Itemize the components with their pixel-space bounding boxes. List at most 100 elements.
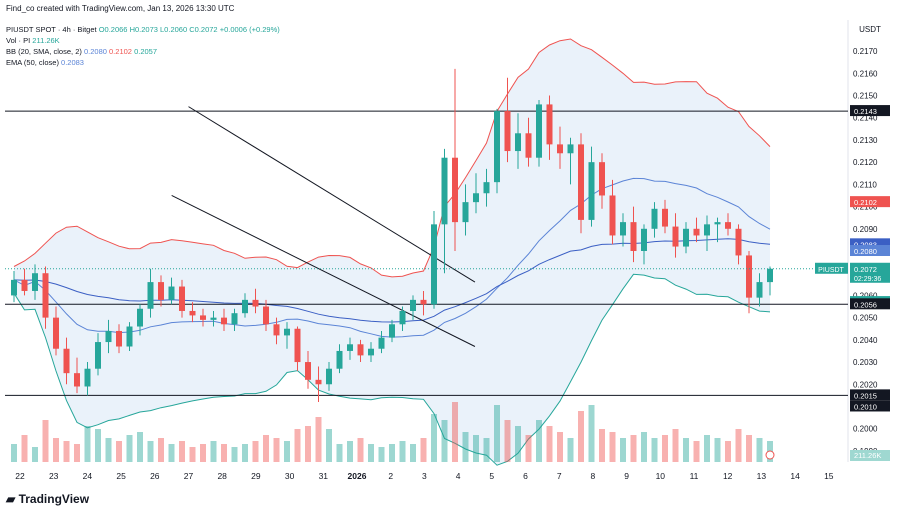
volume-bar xyxy=(536,420,542,462)
volume-bar xyxy=(389,444,395,462)
candle-body xyxy=(305,362,311,380)
candle-body xyxy=(158,282,164,300)
candle-body xyxy=(536,104,542,158)
volume-bar xyxy=(21,435,28,462)
candle-body xyxy=(210,317,217,320)
candle-body xyxy=(714,222,721,225)
symbol-label[interactable]: PIUSDT SPOT · 4h · Bitget xyxy=(6,25,97,34)
tradingview-logo[interactable]: ▰ TradingView xyxy=(6,492,89,506)
volume-bar xyxy=(105,438,112,462)
price-tick-label: 0.2070 xyxy=(853,269,878,278)
price-badge xyxy=(850,400,890,412)
candle-body xyxy=(284,328,290,336)
volume-bar xyxy=(221,444,227,462)
candle-body xyxy=(735,228,742,256)
bb-label[interactable]: BB (20, SMA, close, 2) xyxy=(6,47,82,56)
channel-lower-line xyxy=(171,195,476,347)
bb-fill xyxy=(14,39,770,466)
volume-bar xyxy=(714,438,721,462)
volume-bar xyxy=(462,432,469,462)
bb-basis-line xyxy=(13,177,771,338)
candle-body xyxy=(515,133,521,152)
volume-bar xyxy=(326,429,332,462)
bb-row: BB (20, SMA, close, 2) 0.2080 0.2102 0.2… xyxy=(6,46,280,57)
price-tick-label: 0.2030 xyxy=(853,358,878,367)
price-badge xyxy=(850,262,890,283)
time-axis-label: 28 xyxy=(217,471,227,481)
volume-bar xyxy=(557,432,563,462)
volume-badge xyxy=(850,450,890,461)
volume-bar xyxy=(504,420,511,462)
tradingview-logo-icon: ▰ xyxy=(6,492,16,506)
time-axis-label: 22 xyxy=(15,471,25,481)
volume-bar xyxy=(357,438,364,462)
volume-bar xyxy=(84,426,91,462)
price-badge-label: 0.2080 xyxy=(854,247,877,256)
candle-body xyxy=(641,228,647,251)
ema-label[interactable]: EMA (50, close) xyxy=(6,58,59,67)
candle-body xyxy=(452,157,458,223)
volume-bar xyxy=(284,441,290,462)
volume-bar xyxy=(599,429,605,462)
price-badge xyxy=(850,389,890,401)
candle-body xyxy=(147,282,154,309)
candle-body xyxy=(651,208,658,229)
close-value: C0.2072 xyxy=(189,25,218,34)
price-badge xyxy=(850,196,890,208)
time-axis-label: 7 xyxy=(557,471,562,481)
volume-bar xyxy=(473,435,479,462)
candle-body xyxy=(672,226,679,247)
volume-bar xyxy=(641,432,647,462)
time-axis-label: 12 xyxy=(723,471,733,481)
time-axis-label: 25 xyxy=(116,471,126,481)
volume-bar xyxy=(620,438,626,462)
candle-body xyxy=(21,279,28,291)
volume-bar xyxy=(305,426,311,462)
candle-body xyxy=(347,344,353,351)
ema-line xyxy=(13,238,771,323)
volume-label[interactable]: Vol · PI xyxy=(6,36,31,45)
time-axis-label: 27 xyxy=(184,471,194,481)
volume-bar xyxy=(42,420,49,462)
candle-body xyxy=(263,306,269,325)
time-axis-label: 2026 xyxy=(348,471,367,481)
volume-bar xyxy=(74,444,80,462)
candle-body xyxy=(473,193,479,203)
volume-bar xyxy=(242,444,248,462)
candle-body xyxy=(609,195,616,236)
candle-body xyxy=(294,328,301,363)
price-tick-label: 0.2100 xyxy=(853,203,878,212)
volume-bar xyxy=(494,405,500,462)
volume-bar xyxy=(347,441,353,462)
candle-body xyxy=(137,308,143,327)
volume-bar xyxy=(746,435,752,462)
candle-body xyxy=(84,368,91,387)
candle-body xyxy=(200,315,206,320)
volume-bar xyxy=(126,435,133,462)
bb-lower-line xyxy=(13,273,771,466)
time-axis-label: 6 xyxy=(523,471,528,481)
price-tick-label: 0.2080 xyxy=(853,247,878,256)
bb-basis-value: 0.2080 xyxy=(83,47,107,56)
time-axis-label: 26 xyxy=(150,471,160,481)
candle-body xyxy=(252,299,259,307)
price-tick-label: 0.2000 xyxy=(853,425,878,434)
candle-body xyxy=(231,313,238,325)
price-tick-label: 0.2130 xyxy=(853,136,878,145)
candle-body xyxy=(483,182,490,194)
price-badge xyxy=(850,238,890,250)
price-badge-label: 0.2010 xyxy=(854,402,877,411)
ema-value: 0.2083 xyxy=(61,58,84,67)
price-badge-label: 0.2015 xyxy=(854,391,877,400)
price-tick-label: 0.2060 xyxy=(853,291,878,300)
bb-upper-line xyxy=(13,38,771,278)
candle-body xyxy=(767,268,773,283)
price-tick-label: 0.1990 xyxy=(853,447,878,456)
candle-body xyxy=(74,373,80,387)
volume-bar xyxy=(651,438,658,462)
candle-body xyxy=(116,330,122,347)
time-axis-label: 2 xyxy=(388,471,393,481)
candle-body xyxy=(546,104,553,145)
price-tick-label: 0.2160 xyxy=(853,69,878,78)
